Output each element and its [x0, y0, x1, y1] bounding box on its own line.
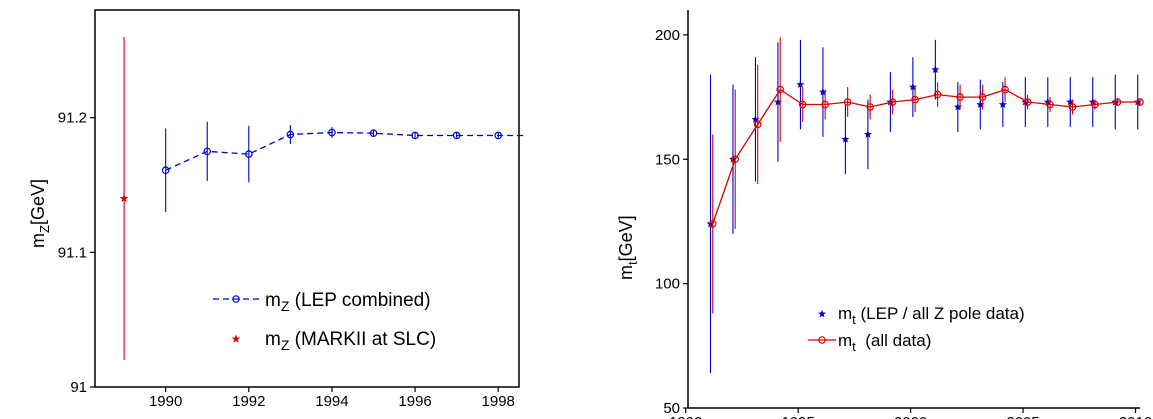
x-tick-label: 1990	[669, 414, 702, 419]
data-point	[776, 85, 784, 94]
y-tick-label: 100	[655, 276, 680, 293]
data-point	[796, 80, 805, 89]
x-tick-label: 1998	[482, 393, 515, 410]
data-point	[773, 97, 782, 106]
data-point	[888, 98, 897, 106]
y-tick-label: 50	[663, 400, 680, 417]
data-point	[1046, 100, 1054, 109]
data-point	[821, 100, 829, 109]
series-line	[165, 131, 524, 171]
left-plot-frame	[94, 9, 520, 388]
data-point	[1113, 98, 1122, 106]
y-tick-label: 91.2	[58, 110, 87, 127]
data-point	[706, 219, 715, 228]
data-point	[1068, 103, 1077, 111]
y-tick-label: 91.1	[58, 244, 87, 261]
x-tick-label: 2005	[1006, 414, 1039, 419]
series-line	[712, 88, 1140, 225]
data-point	[798, 100, 807, 109]
data-point	[911, 95, 919, 104]
x-tick-label: 1990	[149, 393, 182, 410]
data-point	[1021, 97, 1030, 106]
x-tick-label: 2010	[1119, 414, 1152, 419]
series-1	[708, 37, 1144, 314]
y-tick-label: 200	[655, 27, 680, 44]
data-point	[976, 100, 985, 108]
data-point	[751, 115, 760, 123]
legend-star-symbol	[231, 334, 241, 343]
data-point	[1066, 97, 1075, 106]
data-point	[119, 194, 129, 203]
x-tick-label: 1994	[315, 393, 348, 410]
data-point	[203, 147, 212, 156]
legend-star-symbol	[818, 309, 826, 318]
right-y-axis-label: mt[GeV]	[616, 215, 640, 280]
data-point	[998, 100, 1007, 108]
y-tick-label: 91	[70, 379, 87, 396]
data-point	[863, 130, 872, 138]
data-point	[286, 130, 295, 139]
series-0	[706, 39, 1142, 374]
data-point	[886, 97, 895, 106]
x-tick-label: 1996	[398, 393, 431, 410]
x-tick-label: 1995	[782, 414, 815, 419]
data-point	[1001, 85, 1009, 94]
right-legend-label-lep: mt (LEP / all Z pole data)	[838, 304, 1025, 327]
right-chart-panel: 50 100 150 200 1990 1995 2000 2005 2010 mt[GeV]…	[616, 10, 1152, 419]
data-point	[933, 90, 942, 99]
left-legend-label-markii: mZ (MARKII at SLC)	[265, 329, 436, 353]
data-point	[1091, 100, 1099, 109]
right-legend-label-all: mt (all data)	[838, 331, 931, 354]
left-legend-label-lep: mZ (LEP combined)	[265, 290, 431, 314]
right-legend: mt (LEP / all Z pole data) mt (all data)	[808, 304, 1025, 354]
data-point	[843, 98, 852, 106]
data-point	[956, 93, 964, 101]
data-point	[753, 120, 762, 129]
data-point	[161, 166, 170, 175]
data-point	[866, 103, 874, 111]
data-point	[731, 155, 740, 164]
data-point	[328, 128, 336, 137]
data-point	[452, 131, 461, 140]
left-y-axis-label: mZ[GeV]	[28, 179, 52, 248]
y-tick-label: 150	[655, 151, 680, 168]
series-0	[161, 121, 524, 212]
data-point	[411, 131, 419, 140]
data-point	[908, 82, 917, 91]
data-point	[1136, 98, 1144, 106]
data-point	[494, 131, 503, 140]
data-point	[931, 65, 940, 74]
legend-circle-symbol	[232, 295, 240, 303]
data-point	[728, 155, 737, 163]
data-point	[708, 220, 717, 228]
left-legend: mZ (LEP combined) mZ (MARKII at SLC)	[213, 290, 436, 353]
data-point	[841, 135, 850, 143]
legend-circle-symbol	[818, 336, 826, 344]
data-point	[369, 129, 378, 137]
data-point	[245, 150, 253, 158]
data-point	[978, 93, 987, 101]
x-tick-label: 1992	[232, 393, 265, 410]
x-tick-label: 2000	[894, 414, 927, 419]
data-point	[953, 102, 962, 111]
series-1	[119, 36, 129, 361]
data-point	[1023, 98, 1032, 106]
data-point	[818, 87, 827, 96]
